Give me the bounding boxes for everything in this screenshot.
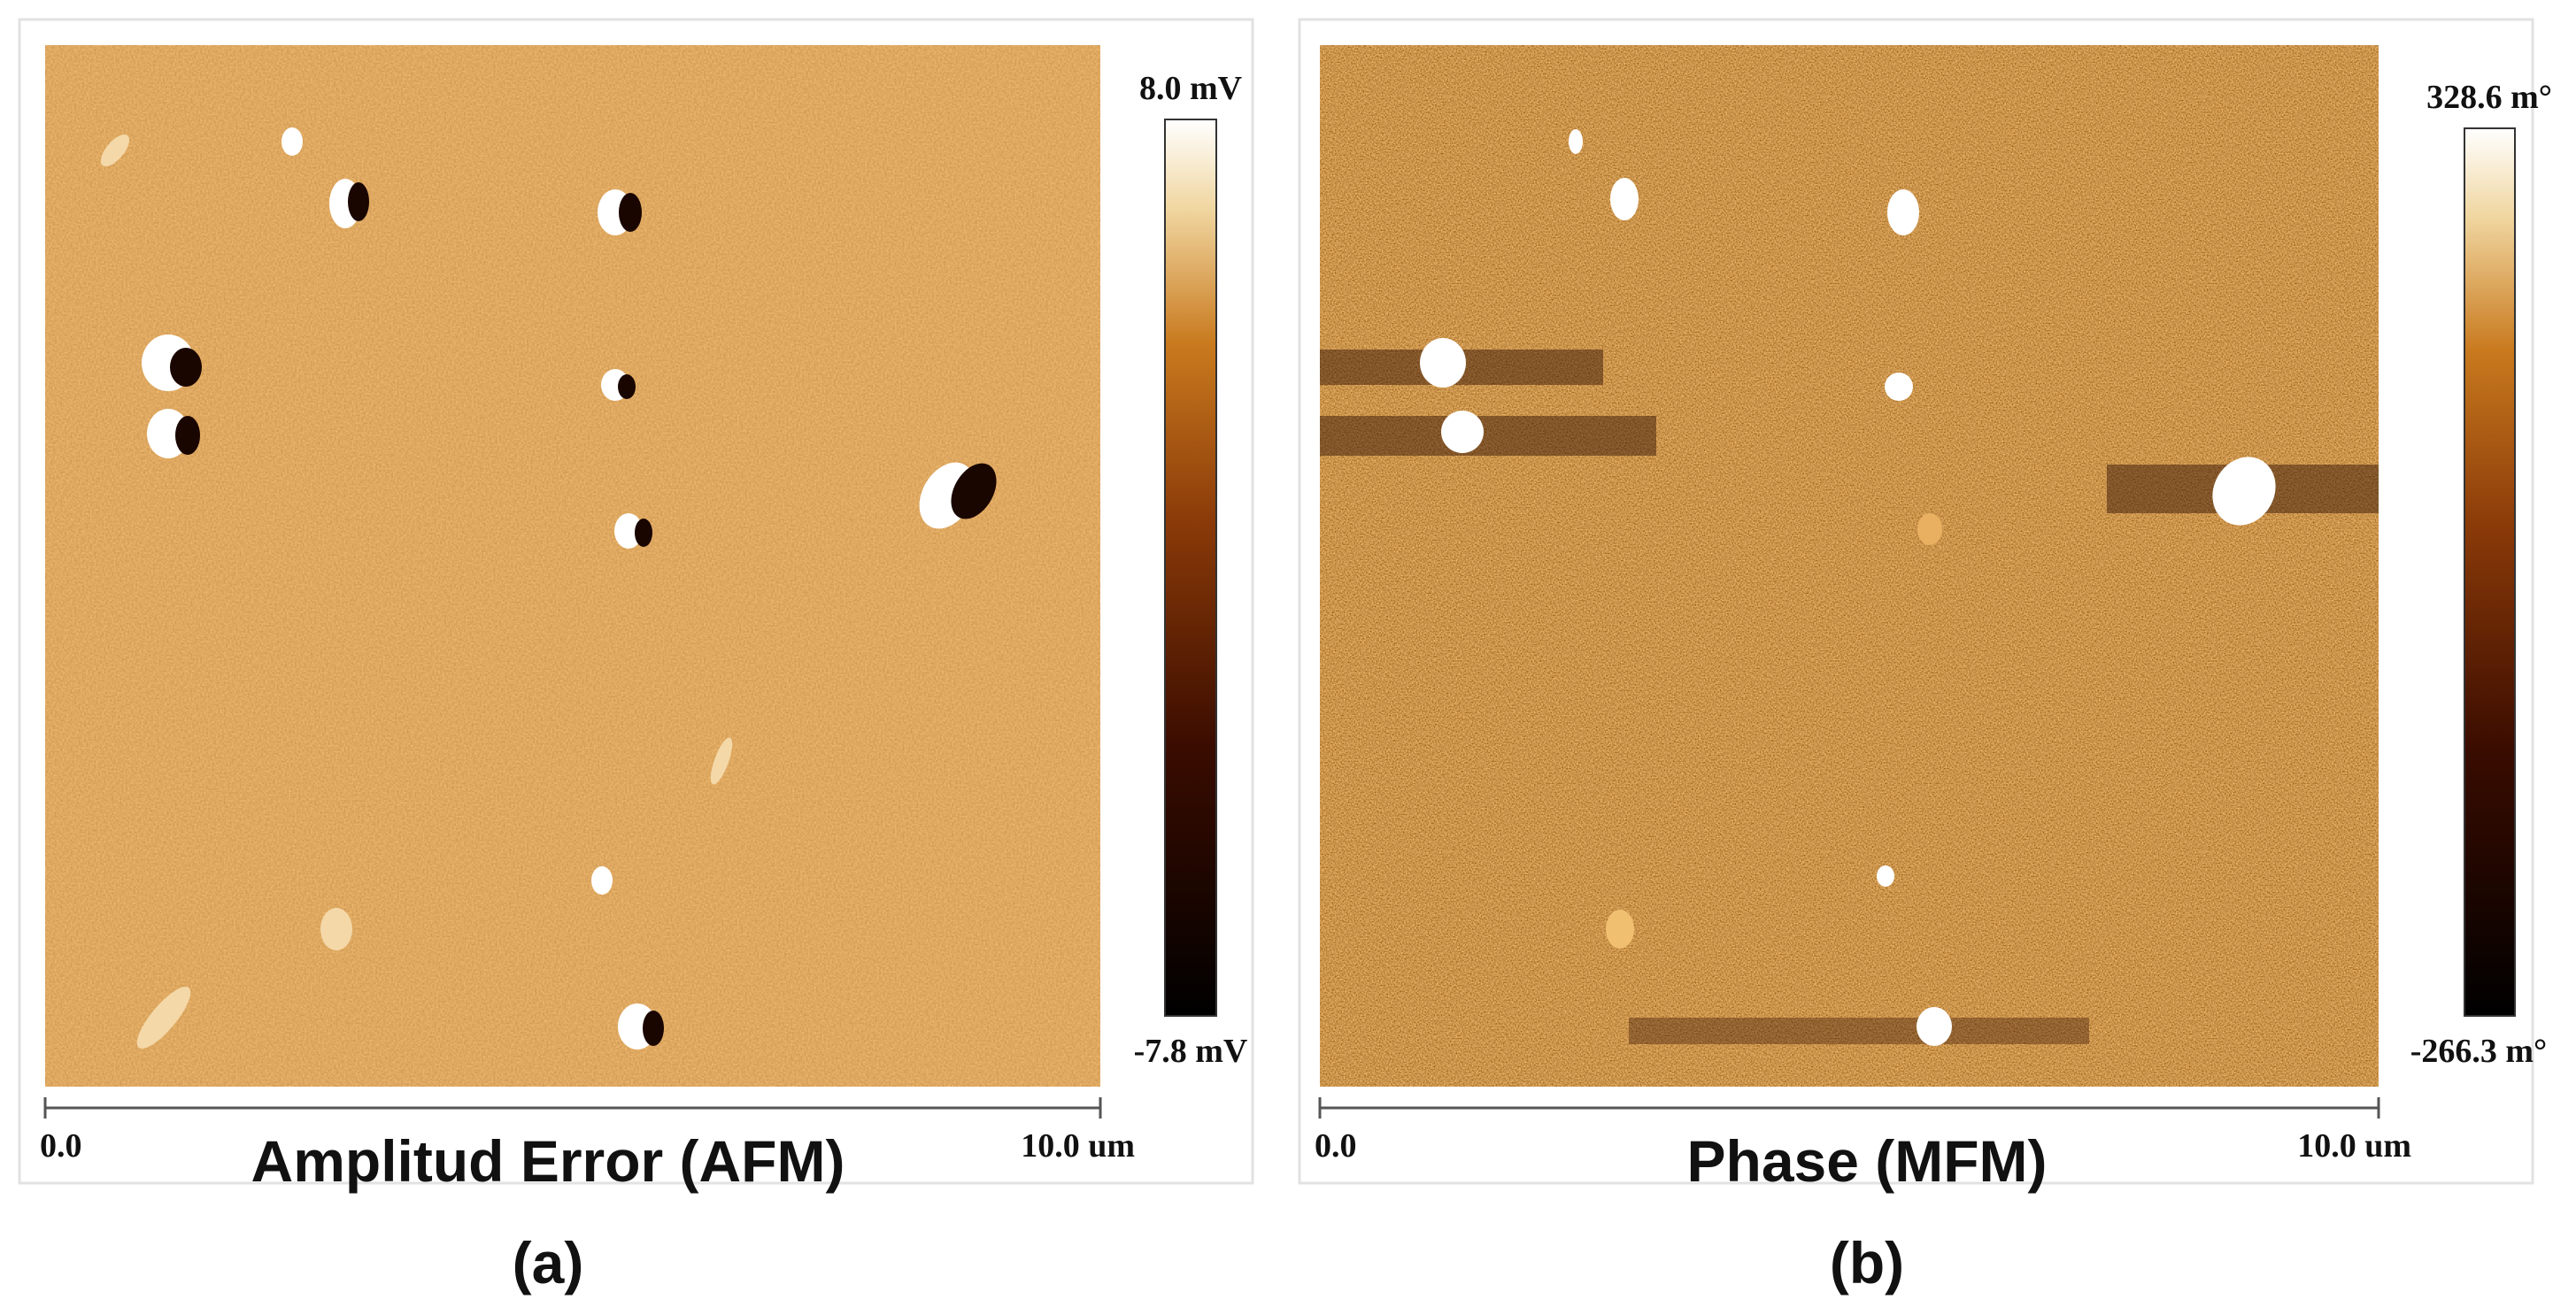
afm-image	[45, 45, 1100, 1087]
panel-frame	[1298, 18, 2534, 1185]
scale-end: 10.0 um	[1021, 1127, 1135, 1165]
colorbar-max: 8.0 mV	[1139, 70, 1243, 107]
scale-end: 10.0 um	[2297, 1127, 2411, 1165]
panel-title: Phase (MFM)	[1686, 1128, 2047, 1194]
scale-bar	[43, 1097, 1102, 1119]
colorbar	[2464, 127, 2516, 1017]
mfm-image	[1320, 45, 2379, 1087]
colorbar-min: -266.3 m°	[2410, 1033, 2548, 1070]
colorbar-max: 328.6 m°	[2426, 79, 2552, 116]
scale-start: 0.0	[1315, 1127, 1357, 1165]
panel-label: (a)	[513, 1230, 584, 1295]
panel-title: Amplitud Error (AFM)	[251, 1128, 845, 1194]
colorbar-min: -7.8 mV	[1134, 1033, 1248, 1070]
panel-frame	[18, 18, 1254, 1185]
particles	[1420, 129, 2276, 1046]
scale-start: 0.0	[40, 1127, 82, 1165]
scale-bar	[1318, 1097, 2380, 1119]
particles	[100, 127, 997, 1049]
colorbar	[1164, 119, 1217, 1017]
panel-label: (b)	[1830, 1230, 1904, 1295]
